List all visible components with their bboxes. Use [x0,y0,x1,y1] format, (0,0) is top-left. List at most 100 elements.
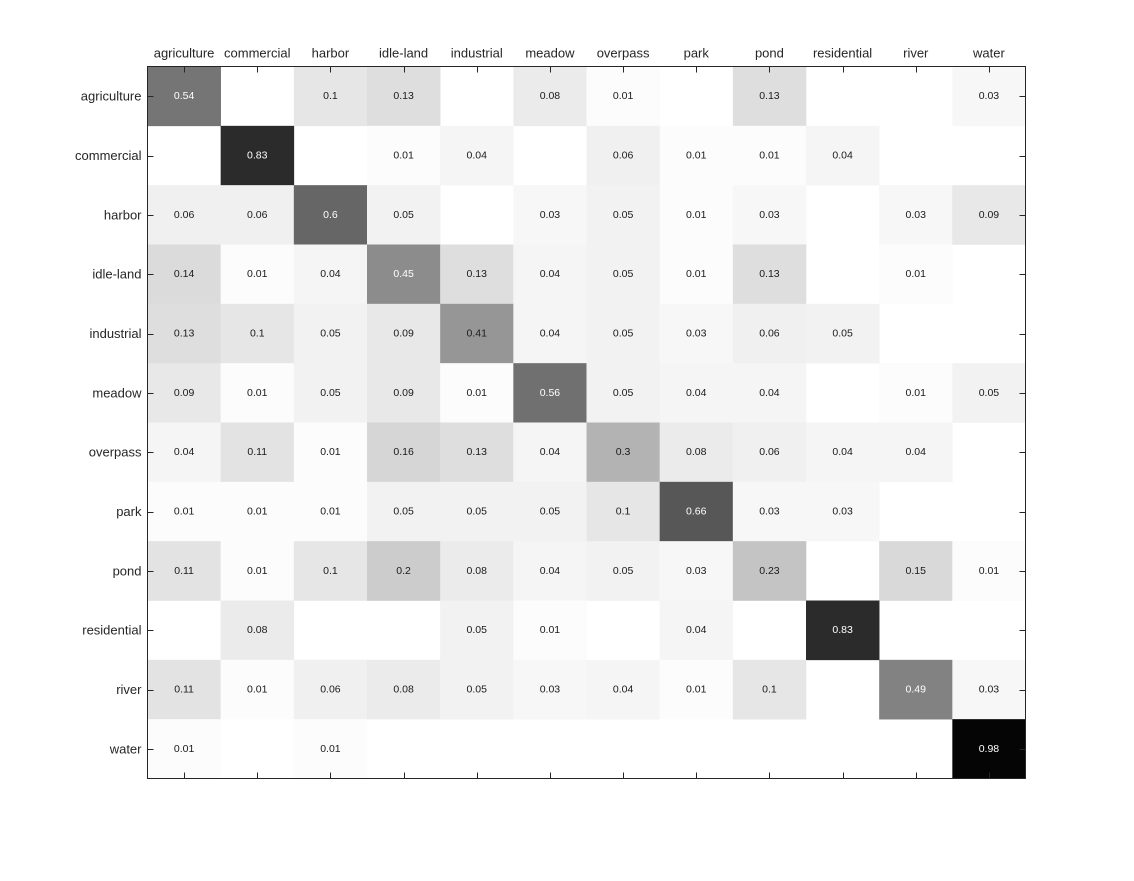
cell-value-pond-meadow: 0.04 [540,565,561,577]
cell-value-river-commercial: 0.01 [247,684,268,696]
cell-value-river-meadow: 0.03 [540,684,561,696]
cell-value-agriculture-water: 0.03 [979,90,1000,102]
cell-value-overpass-residential: 0.04 [832,446,853,458]
cell-meadow-idle-land [367,363,441,423]
heatmap-cells [147,66,1026,779]
x-tick-label-commercial: commercial [224,46,291,61]
cell-value-harbor-meadow: 0.03 [540,209,561,221]
cell-value-meadow-idle-land: 0.09 [393,387,414,399]
cell-park-commercial [220,481,295,542]
x-tick-label-pond: pond [755,46,784,61]
cell-park-harbor [293,481,368,542]
cell-value-idle-land-overpass: 0.05 [613,268,634,280]
cell-value-commercial-pond: 0.01 [759,150,780,162]
cell-industrial-industrial [440,303,514,364]
cell-value-agriculture-overpass: 0.01 [613,90,634,102]
cell-value-harbor-commercial: 0.06 [247,209,268,221]
cell-industrial-pond [732,303,807,364]
cell-overpass-overpass [586,422,660,483]
cell-value-commercial-idle-land: 0.01 [393,150,414,162]
cell-agriculture-idle-land [367,66,441,127]
cell-park-pond [732,481,807,542]
cell-overpass-residential [806,422,880,483]
cell-harbor-water [952,185,1026,245]
cell-value-river-harbor: 0.06 [320,684,341,696]
cell-value-park-pond: 0.03 [759,506,780,518]
cell-pond-idle-land [367,541,441,601]
cell-value-harbor-idle-land: 0.05 [393,209,414,221]
x-tick-label-river: river [903,46,929,61]
cell-value-agriculture-pond: 0.13 [759,90,780,102]
cell-value-river-industrial: 0.05 [467,684,488,696]
y-tick-label-meadow: meadow [92,385,142,400]
cell-value-agriculture-agriculture: 0.54 [174,90,195,102]
cell-value-industrial-overpass: 0.05 [613,328,634,340]
cell-river-park [659,659,734,720]
cell-commercial-idle-land [367,125,441,186]
cell-value-meadow-overpass: 0.05 [613,387,634,399]
cell-value-river-overpass: 0.04 [613,684,634,696]
y-tick-label-agriculture: agriculture [81,89,142,104]
cell-value-pond-harbor: 0.1 [323,565,338,577]
cell-overpass-agriculture [147,422,221,483]
cell-value-residential-residential: 0.83 [832,624,853,636]
cell-value-industrial-harbor: 0.05 [320,328,341,340]
cell-meadow-harbor [293,363,368,423]
cell-value-idle-land-park: 0.01 [686,268,707,280]
cell-river-harbor [293,659,368,720]
cell-pond-commercial [220,541,295,601]
cell-river-river [879,659,953,720]
x-tick-label-agriculture: agriculture [154,46,215,61]
cell-industrial-harbor [293,303,368,364]
cell-residential-meadow [513,600,587,661]
cell-harbor-park [659,185,734,245]
cell-value-industrial-residential: 0.05 [832,328,853,340]
cell-value-industrial-pond: 0.06 [759,328,780,340]
cell-park-park [659,481,734,542]
cell-water-agriculture [147,719,221,779]
cell-value-park-commercial: 0.01 [247,506,268,518]
cell-meadow-agriculture [147,363,221,423]
cell-pond-industrial [440,541,514,601]
cell-value-meadow-agriculture: 0.09 [174,387,195,399]
cell-idle-land-park [659,244,734,305]
x-tick-label-residential: residential [813,46,872,61]
cell-commercial-commercial [220,125,295,186]
cell-value-overpass-idle-land: 0.16 [393,446,414,458]
cell-idle-land-overpass [586,244,660,305]
cell-park-agriculture [147,481,221,542]
cell-value-harbor-overpass: 0.05 [613,209,634,221]
cell-water-harbor [293,719,368,779]
cell-harbor-commercial [220,185,295,245]
cell-value-pond-park: 0.03 [686,565,707,577]
cell-value-river-pond: 0.1 [762,684,777,696]
cell-idle-land-agriculture [147,244,221,305]
cell-overpass-harbor [293,422,368,483]
cell-river-agriculture [147,659,221,720]
cell-value-agriculture-harbor: 0.1 [323,90,338,102]
cell-value-commercial-residential: 0.04 [832,150,853,162]
x-tick-label-park: park [684,46,710,61]
cell-value-idle-land-harbor: 0.04 [320,268,341,280]
cell-value-overpass-pond: 0.06 [759,446,780,458]
cell-pond-harbor [293,541,368,601]
cell-agriculture-harbor [293,66,368,127]
cell-value-river-park: 0.01 [686,684,707,696]
cell-overpass-pond [732,422,807,483]
cell-value-harbor-water: 0.09 [979,209,1000,221]
cell-idle-land-idle-land [367,244,441,305]
y-tick-label-water: water [109,741,142,756]
axis-ticks [147,66,1026,779]
cell-value-river-idle-land: 0.08 [393,684,414,696]
cell-value-park-overpass: 0.1 [616,506,631,518]
cell-harbor-idle-land [367,185,441,245]
cell-value-park-industrial: 0.05 [467,506,488,518]
cell-value-residential-park: 0.04 [686,624,707,636]
cell-water-water [952,719,1026,779]
cell-value-agriculture-meadow: 0.08 [540,90,561,102]
cell-value-meadow-commercial: 0.01 [247,387,268,399]
cell-meadow-commercial [220,363,295,423]
cell-value-idle-land-industrial: 0.13 [467,268,488,280]
cell-value-water-agriculture: 0.01 [174,743,195,755]
cell-harbor-river [879,185,953,245]
